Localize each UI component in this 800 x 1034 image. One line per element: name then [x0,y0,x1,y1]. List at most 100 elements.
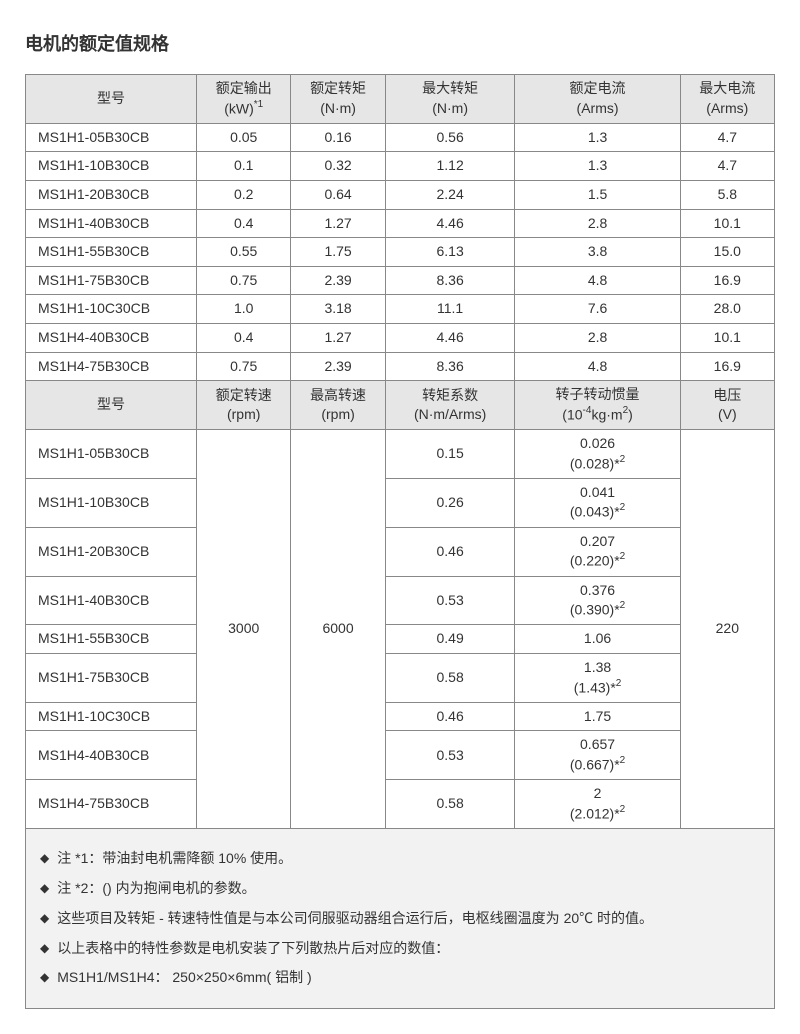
table-row: MS1H1-05B30CB300060000.150.026(0.028)*22… [26,430,775,479]
note-text: 注 *1：带油封电机需降额 10% 使用。 [57,847,292,871]
model-cell: MS1H1-40B30CB [26,576,197,625]
table-row: MS1H4-75B30CB0.582(2.012)*2 [26,780,775,829]
hdr1-c3: 最大转矩(N·m) [385,75,515,124]
model-cell: MS1H1-10B30CB [26,478,197,527]
table-row: MS1H1-55B30CB0.551.756.133.815.0 [26,238,775,267]
note-line: ◆ MS1H1/MS1H4： 250×250×6mm( 铝制 ) [40,966,760,990]
model-cell: MS1H1-20B30CB [26,181,197,210]
value-cell: 0.16 [291,123,385,152]
value-cell: 2.39 [291,266,385,295]
torque-coef-cell: 0.58 [385,780,515,829]
value-cell: 6.13 [385,238,515,267]
inertia-cell: 0.657(0.667)*2 [515,731,680,780]
notes-box: ◆注 *1：带油封电机需降额 10% 使用。◆注 *2：() 内为抱闸电机的参数… [25,829,775,1009]
model-cell: MS1H1-40B30CB [26,209,197,238]
table-row: MS1H1-55B30CB 0.491.06 [26,625,775,654]
note-text: 这些项目及转矩 - 转速特性值是与本公司伺服驱动器组合运行后，电枢线圈温度为 2… [57,907,653,931]
model-cell: MS1H4-40B30CB [26,324,197,353]
table-row: MS1H1-75B30CB0.581.38(1.43)*2 [26,654,775,703]
table-row: MS1H1-10C30CB1.03.1811.17.628.0 [26,295,775,324]
voltage-cell: 220 [680,430,774,829]
table-row: MS1H1-20B30CB0.460.207(0.220)*2 [26,527,775,576]
model-cell: MS1H1-10B30CB [26,152,197,181]
value-cell: 4.8 [515,352,680,381]
value-cell: 11.1 [385,295,515,324]
hdr2-c1: 额定转速(rpm) [197,381,291,430]
model-cell: MS1H1-55B30CB [26,625,197,654]
table-row: MS1H1-40B30CB 0.530.376(0.390)*2 [26,576,775,625]
hdr1-model: 型号 [26,75,197,124]
page-title: 电机的额定值规格 [25,30,775,56]
diamond-icon: ◆ [40,966,49,989]
value-cell: 4.7 [680,123,774,152]
torque-coef-cell: 0.58 [385,654,515,703]
value-cell: 10.1 [680,209,774,238]
hdr1-c4: 额定电流(Arms) [515,75,680,124]
inertia-cell: 2(2.012)*2 [515,780,680,829]
value-cell: 0.56 [385,123,515,152]
value-cell: 0.55 [197,238,291,267]
hdr2-c2: 最高转速(rpm) [291,381,385,430]
model-cell: MS1H1-10C30CB [26,702,197,731]
table-row: MS1H1-75B30CB0.752.398.364.816.9 [26,266,775,295]
value-cell: 0.64 [291,181,385,210]
value-cell: 2.39 [291,352,385,381]
note-text: MS1H1/MS1H4： 250×250×6mm( 铝制 ) [57,966,311,990]
value-cell: 1.3 [515,123,680,152]
table-row: MS1H4-40B30CB0.41.274.462.810.1 [26,324,775,353]
value-cell: 10.1 [680,324,774,353]
inertia-cell: 1.75 [515,702,680,731]
table-row: MS1H4-75B30CB0.752.398.364.816.9 [26,352,775,381]
inertia-cell: 0.026(0.028)*2 [515,430,680,479]
value-cell: 0.4 [197,209,291,238]
hdr2-c3: 转矩系数(N·m/Arms) [385,381,515,430]
value-cell: 0.1 [197,152,291,181]
note-line: ◆注 *2：() 内为抱闸电机的参数。 [40,877,760,901]
value-cell: 1.12 [385,152,515,181]
note-line: ◆这些项目及转矩 - 转速特性值是与本公司伺服驱动器组合运行后，电枢线圈温度为 … [40,907,760,931]
value-cell: 7.6 [515,295,680,324]
inertia-cell: 0.376(0.390)*2 [515,576,680,625]
table-row: MS1H4-40B30CB 0.530.657(0.667)*2 [26,731,775,780]
value-cell: 3.8 [515,238,680,267]
rated-speed-cell: 3000 [197,430,291,829]
note-line: ◆注 *1：带油封电机需降额 10% 使用。 [40,847,760,871]
value-cell: 1.75 [291,238,385,267]
hdr1-c5: 最大电流(Arms) [680,75,774,124]
inertia-cell: 0.207(0.220)*2 [515,527,680,576]
value-cell: 3.18 [291,295,385,324]
torque-coef-cell: 0.49 [385,625,515,654]
value-cell: 0.2 [197,181,291,210]
value-cell: 2.24 [385,181,515,210]
value-cell: 2.8 [515,324,680,353]
torque-coef-cell: 0.53 [385,576,515,625]
max-speed-cell: 6000 [291,430,385,829]
value-cell: 4.46 [385,209,515,238]
note-text: 注 *2：() 内为抱闸电机的参数。 [57,877,255,901]
model-cell: MS1H4-40B30CB [26,731,197,780]
spec-table: 型号 额定输出(kW)*1 额定转矩(N·m) 最大转矩(N·m) 额定电流(A… [25,74,775,829]
value-cell: 4.8 [515,266,680,295]
value-cell: 8.36 [385,352,515,381]
value-cell: 15.0 [680,238,774,267]
torque-coef-cell: 0.15 [385,430,515,479]
inertia-cell: 0.041(0.043)*2 [515,478,680,527]
torque-coef-cell: 0.53 [385,731,515,780]
note-text: 以上表格中的特性参数是电机安装了下列散热片后对应的数值： [57,937,449,961]
hdr2-c5: 电压(V) [680,381,774,430]
value-cell: 1.27 [291,209,385,238]
value-cell: 0.05 [197,123,291,152]
hdr1-c1: 额定输出(kW)*1 [197,75,291,124]
model-cell: MS1H1-75B30CB [26,654,197,703]
note-line: ◆以上表格中的特性参数是电机安装了下列散热片后对应的数值： [40,937,760,961]
model-cell: MS1H1-75B30CB [26,266,197,295]
value-cell: 8.36 [385,266,515,295]
value-cell: 4.7 [680,152,774,181]
value-cell: 1.0 [197,295,291,324]
inertia-cell: 1.06 [515,625,680,654]
value-cell: 4.46 [385,324,515,353]
torque-coef-cell: 0.46 [385,702,515,731]
table-row: MS1H1-20B30CB0.20.642.241.55.8 [26,181,775,210]
model-cell: MS1H1-05B30CB [26,430,197,479]
value-cell: 1.5 [515,181,680,210]
